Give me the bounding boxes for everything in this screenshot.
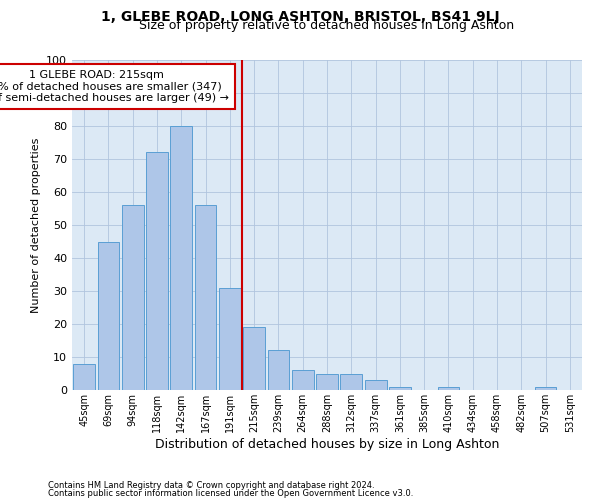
Bar	[340, 374, 362, 390]
Text: Contains HM Land Registry data © Crown copyright and database right 2024.: Contains HM Land Registry data © Crown c…	[48, 481, 374, 490]
Bar	[365, 380, 386, 390]
Bar	[437, 386, 460, 390]
Bar	[535, 386, 556, 390]
Bar	[292, 370, 314, 390]
Y-axis label: Number of detached properties: Number of detached properties	[31, 138, 41, 312]
Bar	[219, 288, 241, 390]
Bar	[194, 205, 217, 390]
Bar	[389, 386, 411, 390]
Bar	[268, 350, 289, 390]
Bar	[170, 126, 192, 390]
Bar	[243, 328, 265, 390]
Bar	[316, 374, 338, 390]
Bar	[146, 152, 168, 390]
Text: Contains public sector information licensed under the Open Government Licence v3: Contains public sector information licen…	[48, 488, 413, 498]
Text: 1, GLEBE ROAD, LONG ASHTON, BRISTOL, BS41 9LJ: 1, GLEBE ROAD, LONG ASHTON, BRISTOL, BS4…	[101, 10, 499, 24]
Bar	[122, 205, 143, 390]
Text: 1 GLEBE ROAD: 215sqm
← 88% of detached houses are smaller (347)
12% of semi-deta: 1 GLEBE ROAD: 215sqm ← 88% of detached h…	[0, 70, 229, 103]
Title: Size of property relative to detached houses in Long Ashton: Size of property relative to detached ho…	[139, 20, 515, 32]
Bar	[73, 364, 95, 390]
X-axis label: Distribution of detached houses by size in Long Ashton: Distribution of detached houses by size …	[155, 438, 499, 450]
Bar	[97, 242, 119, 390]
